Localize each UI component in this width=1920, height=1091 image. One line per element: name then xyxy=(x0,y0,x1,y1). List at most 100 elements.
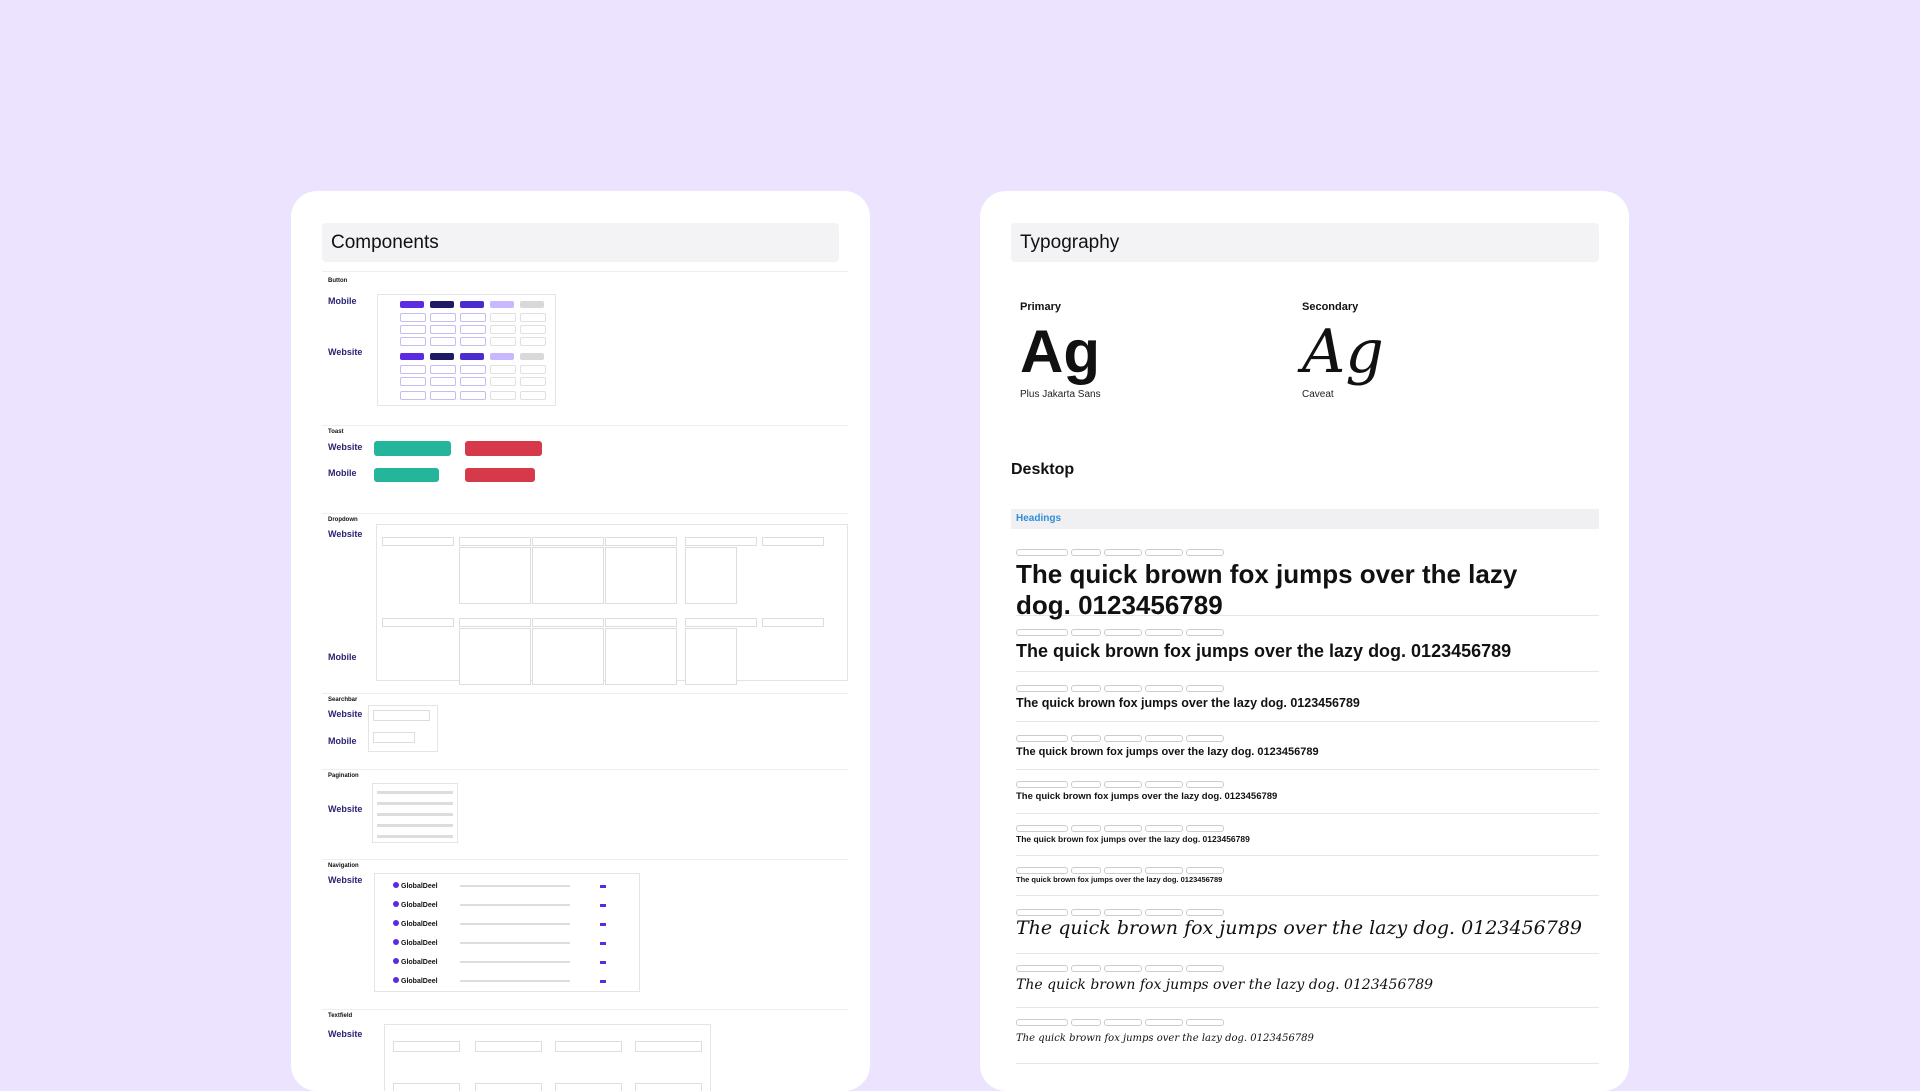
button-section: Button Mobile Website xyxy=(322,271,848,412)
type-sample-row: The quick brown fox jumps over the lazy … xyxy=(1016,619,1599,672)
dropdown-list xyxy=(532,628,604,685)
pagination-website-label: Website xyxy=(328,804,363,814)
button-sample xyxy=(400,337,426,346)
brand-logo: GlobalDeel xyxy=(393,882,438,890)
nav-cta xyxy=(600,885,606,888)
type-spec-tags xyxy=(1016,1013,1227,1026)
brand-logo: GlobalDeel xyxy=(393,958,438,966)
brand-name: GlobalDeel xyxy=(401,902,438,909)
button-website-label: Website xyxy=(328,347,363,357)
secondary-font-name: Caveat xyxy=(1302,389,1334,400)
secondary-sample: Ag xyxy=(1302,317,1384,387)
dropdown-sample xyxy=(532,618,604,627)
dropdown-sample xyxy=(459,537,531,546)
type-sample-row: The quick brown fox jumps over the lazy … xyxy=(1016,675,1599,722)
textfield-section: Textfield Website xyxy=(322,1009,848,1091)
type-spec-tags xyxy=(1016,775,1227,788)
dropdown-list xyxy=(459,628,531,685)
dropdown-sample xyxy=(685,537,757,546)
type-sample-text: The quick brown fox jumps over the lazy … xyxy=(1016,696,1360,710)
dropdown-sample xyxy=(762,618,824,627)
toast-success-website xyxy=(374,441,451,456)
pagination-row xyxy=(377,835,453,838)
desktop-heading: Desktop xyxy=(1011,461,1075,478)
button-sample xyxy=(520,337,546,346)
type-spec-tags xyxy=(1016,903,1227,916)
textfield-sample xyxy=(393,1083,460,1091)
button-sample xyxy=(460,325,486,334)
brand-logo: GlobalDeel xyxy=(393,901,438,909)
type-sample-text: The quick brown fox jumps over the lazy … xyxy=(1016,917,1583,939)
components-title: Components xyxy=(322,223,839,262)
button-sample xyxy=(430,313,456,322)
button-sample xyxy=(460,301,484,308)
nav-links xyxy=(460,942,570,944)
pagination-section: Pagination Website xyxy=(322,769,848,848)
type-spec-tags xyxy=(1016,623,1227,636)
nav-cta xyxy=(600,923,606,926)
type-spec-tags xyxy=(1016,861,1227,874)
button-sample xyxy=(400,325,426,334)
type-spec-tags xyxy=(1016,729,1227,742)
button-sample xyxy=(460,377,486,386)
nav-cta xyxy=(600,942,606,945)
dropdown-sample xyxy=(685,618,757,627)
button-sample xyxy=(520,325,546,334)
type-sample-text: The quick brown fox jumps over the lazy … xyxy=(1016,834,1250,844)
button-sample xyxy=(520,313,546,322)
button-sample xyxy=(430,391,456,400)
brand-logo: GlobalDeel xyxy=(393,920,438,928)
primary-font-card: Primary Ag Plus Jakarta Sans xyxy=(1020,301,1101,400)
button-sample xyxy=(520,353,544,360)
dropdown-list xyxy=(685,547,737,604)
button-sample xyxy=(460,313,486,322)
headings-label: Headings xyxy=(1016,513,1062,524)
textfield-sample xyxy=(635,1083,702,1091)
pagination-preview xyxy=(372,783,458,843)
type-sample-row: The quick brown fox jumps over the lazy … xyxy=(1016,771,1599,814)
nav-links xyxy=(460,980,570,982)
toast-success-mobile xyxy=(374,468,439,482)
dropdown-list xyxy=(605,628,677,685)
dropdown-sample xyxy=(532,537,604,546)
primary-label: Primary xyxy=(1020,301,1061,313)
textfield-preview xyxy=(384,1024,711,1091)
brand-name: GlobalDeel xyxy=(401,883,438,890)
button-sample xyxy=(490,365,516,374)
button-sample xyxy=(400,365,426,374)
button-sample xyxy=(490,391,516,400)
nav-links xyxy=(460,904,570,906)
pagination-row xyxy=(377,802,453,805)
button-sample xyxy=(430,301,454,308)
nav-cta xyxy=(600,904,606,907)
type-sample-row: The quick brown fox jumps over the lazy … xyxy=(1016,539,1599,620)
button-sample xyxy=(520,377,546,386)
button-section-name: Button xyxy=(328,278,348,284)
button-sample xyxy=(400,353,424,360)
button-sample xyxy=(490,325,516,334)
pagination-row xyxy=(377,824,453,827)
type-sample-row: The quick brown fox jumps over the lazy … xyxy=(1016,955,1599,1008)
secondary-font-card: Secondary Ag Caveat xyxy=(1302,301,1384,400)
button-sample xyxy=(520,301,544,308)
button-sample xyxy=(460,365,486,374)
type-sample-row: The quick brown fox jumps over the lazy … xyxy=(1016,857,1599,896)
button-sample xyxy=(460,353,484,360)
pagination-row xyxy=(377,791,453,794)
textfield-sample xyxy=(475,1041,542,1052)
textfield-sample xyxy=(555,1083,622,1091)
toast-error-website xyxy=(465,441,542,456)
button-sample xyxy=(430,365,456,374)
dropdown-grid xyxy=(376,524,848,685)
dropdown-list xyxy=(532,547,604,604)
toast-error-mobile xyxy=(465,468,535,482)
button-sample xyxy=(460,337,486,346)
button-sample xyxy=(520,365,546,374)
brand-logo: GlobalDeel xyxy=(393,939,438,947)
button-sample xyxy=(400,391,426,400)
button-sample xyxy=(520,391,546,400)
searchbar-section: Searchbar Website Mobile xyxy=(322,693,848,756)
secondary-label: Secondary xyxy=(1302,301,1359,313)
brand-name: GlobalDeel xyxy=(401,921,438,928)
textfield-sample xyxy=(555,1041,622,1052)
